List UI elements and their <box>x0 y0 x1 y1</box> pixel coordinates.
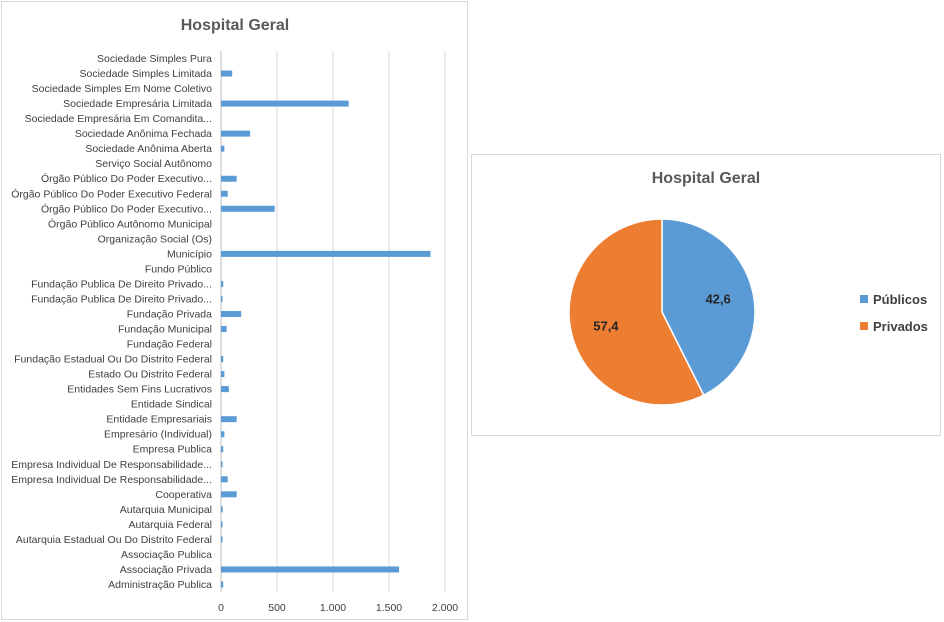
category-label: Estado Ou Distrito Federal <box>88 369 212 381</box>
category-label: Sociedade Simples Limitada <box>80 68 213 80</box>
legend-label: Públicos <box>873 292 927 307</box>
category-label: Sociedade Anônima Fechada <box>75 128 212 140</box>
category-label: Órgão Público Autônomo Municipal <box>48 217 212 230</box>
category-label: Fundação Publica De Direito Privado... <box>31 278 212 290</box>
category-label: Serviço Social Autônomo <box>95 158 212 170</box>
category-label: Sociedade Anônima Aberta <box>85 143 212 155</box>
bar <box>221 295 223 302</box>
bar <box>221 386 229 393</box>
bar <box>221 175 237 182</box>
bar <box>221 310 242 317</box>
category-label: Sociedade Empresária Limitada <box>63 98 212 110</box>
category-label: Empresa Individual De Responsabilidade..… <box>11 474 212 486</box>
pie-chart-panel: Hospital Geral 42,6 57,4 Públicos Privados <box>471 154 941 436</box>
x-tick-label: 1.000 <box>320 602 346 614</box>
category-label: Empresário (Individual) <box>104 429 212 441</box>
category-label: Autarquia Estadual Ou Do Distrito Federa… <box>16 534 212 546</box>
bar <box>221 205 275 212</box>
bar <box>221 506 223 513</box>
category-label: Órgão Público Do Poder Executivo Federal <box>11 187 212 200</box>
category-label: Fundação Estadual Ou Do Distrito Federal <box>14 354 212 366</box>
legend-swatch <box>860 295 868 303</box>
legend-swatch <box>860 322 868 330</box>
category-label: Empresa Publica <box>133 444 213 456</box>
category-label: Empresa Individual De Responsabilidade..… <box>11 459 212 471</box>
category-label: Entidade Sindical <box>131 399 212 411</box>
bar <box>221 100 349 107</box>
bar <box>221 566 400 573</box>
bar-chart-title: Hospital Geral <box>181 17 289 34</box>
category-label: Autarquia Municipal <box>120 504 212 516</box>
category-label: Órgão Público Do Poder Executivo... <box>41 172 212 185</box>
bar <box>221 431 225 438</box>
x-tick-label: 500 <box>268 602 286 614</box>
category-label: Fundação Privada <box>127 308 212 320</box>
bar <box>221 491 237 498</box>
bar-chart: Hospital Geral Sociedade Simples Pura Soc… <box>11 17 458 614</box>
category-label: Cooperativa <box>155 489 212 501</box>
bar <box>221 356 224 363</box>
category-label: Município <box>167 248 212 260</box>
bar <box>221 190 228 197</box>
pie-slice <box>661 218 756 397</box>
category-label: Associação Privada <box>120 564 212 576</box>
bar <box>221 250 431 257</box>
pie-data-label: 42,6 <box>705 292 730 307</box>
pie-slice <box>568 218 705 406</box>
category-label: Administração Publica <box>108 579 212 591</box>
category-label: Entidades Sem Fins Lucrativos <box>67 384 212 396</box>
bar <box>221 521 223 528</box>
category-label: Fundação Federal <box>127 339 212 351</box>
legend-label: Privados <box>873 319 928 334</box>
bar <box>221 461 223 468</box>
pie-chart-title: Hospital Geral <box>652 170 760 187</box>
category-label: Fundação Municipal <box>118 324 212 336</box>
category-label: Autarquia Federal <box>129 519 212 531</box>
bar <box>221 446 224 453</box>
category-label: Organização Social (Os) <box>98 233 212 245</box>
bar <box>221 371 225 378</box>
category-label: Associação Publica <box>121 549 212 561</box>
x-tick-label: 1.500 <box>376 602 402 614</box>
category-label: Órgão Público Do Poder Executivo... <box>41 202 212 215</box>
category-label: Entidade Empresariais <box>106 414 212 426</box>
bar <box>221 130 251 137</box>
category-label: Sociedade Simples Em Nome Coletivo <box>32 83 212 95</box>
pie-chart: Hospital Geral 42,6 57,4 Públicos Privados <box>568 170 928 406</box>
bar <box>221 581 224 588</box>
bar <box>221 536 223 543</box>
pie-data-label: 57,4 <box>593 318 619 333</box>
category-label: Sociedade Empresária Em Comandita... <box>25 113 212 125</box>
x-tick-label: 2.000 <box>432 602 458 614</box>
bar <box>221 145 225 152</box>
category-label: Sociedade Simples Pura <box>97 53 212 65</box>
bar <box>221 280 224 287</box>
bar-chart-panel: Hospital Geral Sociedade Simples Pura Soc… <box>1 1 468 620</box>
x-tick-label: 0 <box>218 602 224 614</box>
bar <box>221 70 233 77</box>
category-label: Fundação Publica De Direito Privado... <box>31 293 212 305</box>
bar <box>221 476 228 483</box>
category-label: Fundo Público <box>145 263 212 275</box>
bar <box>221 326 227 333</box>
bar <box>221 416 237 423</box>
